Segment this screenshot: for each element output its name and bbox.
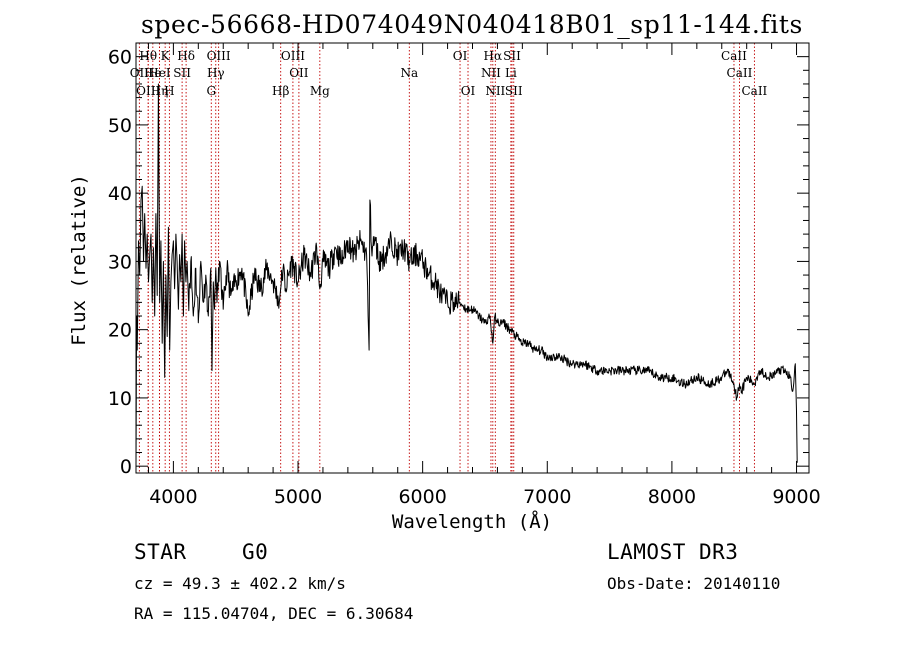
chart-title: spec-56668-HD074049N040418B01_sp11-144.f… <box>141 10 803 39</box>
line-label-3: He <box>144 66 162 80</box>
survey-name: LAMOST DR3 <box>607 540 739 564</box>
line-label-16: Mg <box>310 84 330 98</box>
line-label-6: HeI <box>148 66 171 80</box>
line-label-19: OI <box>461 84 476 98</box>
y-tick-label-20: 20 <box>108 320 132 342</box>
x-tick-label-9000: 9000 <box>772 486 820 508</box>
object-class: STAR <box>134 540 187 564</box>
line-label-9: Hδ <box>177 49 195 63</box>
x-tick-label-4000: 4000 <box>149 486 197 508</box>
line-label-7: H <box>164 84 174 98</box>
line-label-2: OIII <box>136 84 160 98</box>
x-tick-label-7000: 7000 <box>523 486 571 508</box>
x-tick-label-6000: 6000 <box>398 486 446 508</box>
line-label-24: Li <box>505 66 517 80</box>
y-tick-label-60: 60 <box>108 47 132 69</box>
y-tick-label-50: 50 <box>108 115 132 137</box>
line-label-14: OIII <box>281 49 305 63</box>
y-axis-label: Flux (relative) <box>68 174 90 346</box>
line-label-18: OI <box>453 49 468 63</box>
line-label-1: Hθ <box>139 49 157 63</box>
y-tick-label-30: 30 <box>108 251 132 273</box>
line-label-28: CaII <box>741 84 767 98</box>
line-label-15: OII <box>289 66 309 80</box>
y-tick-label-40: 40 <box>108 183 132 205</box>
line-label-0: OII <box>130 66 150 80</box>
flux-series-line <box>135 83 798 467</box>
line-label-8: SII <box>173 66 191 80</box>
redshift-velocity: cz = 49.3 ± 402.2 km/s <box>134 574 346 593</box>
line-label-5: K <box>161 49 171 63</box>
x-tick-label-5000: 5000 <box>274 486 322 508</box>
line-label-17: Na <box>400 66 418 80</box>
y-tick-label-10: 10 <box>108 388 132 410</box>
line-label-22: NII <box>485 84 505 98</box>
line-label-13: Hβ <box>272 84 289 98</box>
object-subclass: G0 <box>242 540 269 564</box>
line-label-26: CaII <box>721 49 747 63</box>
line-label-20: Hα <box>484 49 503 63</box>
line-label-23: SII <box>503 49 521 63</box>
line-label-21: NII <box>481 66 501 80</box>
line-label-12: G <box>206 84 216 98</box>
line-label-11: Hγ <box>207 66 225 80</box>
spectral-line-markers <box>138 43 755 473</box>
line-label-25: SII <box>505 84 523 98</box>
x-tick-label-8000: 8000 <box>648 486 696 508</box>
coordinates: RA = 115.04704, DEC = 6.30684 <box>134 604 414 623</box>
observation-date: Obs-Date: 20140110 <box>607 574 781 593</box>
x-axis-label: Wavelength (Å) <box>392 510 552 533</box>
line-label-10: OIII <box>207 49 231 63</box>
y-tick-label-0: 0 <box>120 456 132 478</box>
plot-frame <box>135 42 810 474</box>
axis-ticks <box>136 42 809 473</box>
line-label-27: CaII <box>727 66 753 80</box>
line-label-4: Hη <box>151 84 169 98</box>
axis-tick-labels: 4000 5000 6000 7000 8000 9000 0 10 20 30 40 50 60 <box>108 47 821 508</box>
